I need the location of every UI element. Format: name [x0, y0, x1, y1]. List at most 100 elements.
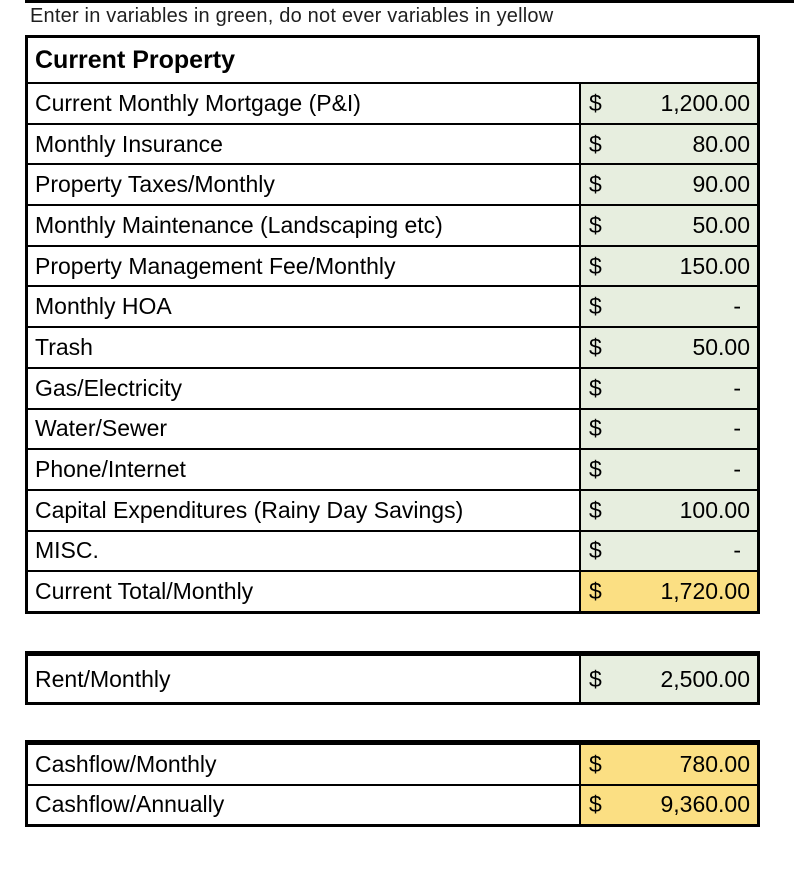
amount-value: 1,720.00 — [660, 578, 750, 605]
amount-value: - — [733, 415, 741, 442]
value-cell[interactable]: $ 90.00 — [579, 165, 757, 205]
currency-symbol: $ — [589, 791, 602, 818]
row-label-cell: Monthly HOA — [28, 287, 579, 327]
row-label: Gas/Electricity — [35, 374, 182, 401]
currency-symbol: $ — [589, 252, 602, 279]
currency-symbol: $ — [589, 415, 602, 442]
table-row: Trash $ 50.00 — [28, 326, 757, 367]
row-label: Capital Expenditures (Rainy Day Savings) — [35, 496, 464, 523]
value-cell: $ 9,360.00 — [579, 785, 757, 824]
cashflow-rows: Cashflow/Monthly $ 780.00 Cashflow/Annua… — [28, 743, 757, 824]
row-label-cell: Water/Sewer — [28, 409, 579, 449]
table-row: Current Total/Monthly $ 1,720.00 — [28, 570, 757, 611]
table-row: Gas/Electricity $ - — [28, 366, 757, 408]
amount-value: 9,360.00 — [660, 791, 750, 818]
value-cell[interactable]: $ 80.00 — [579, 124, 757, 164]
rent-table: Rent/Monthly $ 2,500.00 — [25, 651, 760, 705]
row-label: Cashflow/Monthly — [35, 750, 217, 777]
table-header-current-property: Current Property — [28, 38, 757, 82]
value-cell[interactable]: $ 50.00 — [579, 206, 757, 245]
value-cell[interactable]: $ - — [579, 368, 757, 408]
row-label: Monthly Maintenance (Landscaping etc) — [35, 211, 443, 238]
currency-symbol: $ — [589, 374, 602, 401]
current-property-table: Current Property Current Monthly Mortgag… — [25, 35, 760, 614]
value-cell[interactable]: $ 100.00 — [579, 490, 757, 530]
table-row: Monthly Insurance $ 80.00 — [28, 122, 757, 164]
row-label: Monthly HOA — [35, 293, 172, 320]
amount-value: - — [733, 537, 741, 564]
row-label: Property Taxes/Monthly — [35, 171, 275, 198]
amount-value: - — [733, 293, 741, 320]
amount-value: 780.00 — [679, 750, 750, 777]
table-row: Cashflow/Monthly $ 780.00 — [28, 743, 757, 784]
row-label-cell: Current Total/Monthly — [28, 572, 579, 611]
row-label: MISC. — [35, 537, 99, 564]
row-label-cell: MISC. — [28, 531, 579, 571]
row-label: Rent/Monthly — [35, 665, 171, 692]
table-row: Property Management Fee/Monthly $ 150.00 — [28, 244, 757, 286]
row-label-cell: Gas/Electricity — [28, 368, 579, 408]
row-label: Trash — [35, 333, 93, 360]
currency-symbol: $ — [589, 333, 602, 360]
currency-symbol: $ — [589, 537, 602, 564]
currency-symbol: $ — [589, 750, 602, 777]
value-cell[interactable]: $ 150.00 — [579, 246, 757, 286]
value-cell: $ 780.00 — [579, 745, 757, 784]
row-label-cell: Monthly Maintenance (Landscaping etc) — [28, 206, 579, 245]
table-row: Capital Expenditures (Rainy Day Savings)… — [28, 488, 757, 530]
value-cell[interactable]: $ 50.00 — [579, 328, 757, 367]
currency-symbol: $ — [589, 171, 602, 198]
rent-rows: Rent/Monthly $ 2,500.00 — [28, 654, 757, 702]
amount-value: 90.00 — [692, 171, 750, 198]
row-label-cell: Current Monthly Mortgage (P&I) — [28, 84, 579, 123]
currency-symbol: $ — [589, 665, 602, 692]
amount-value: 100.00 — [679, 496, 750, 523]
row-label-cell: Cashflow/Annually — [28, 785, 579, 824]
row-label: Water/Sewer — [35, 415, 168, 442]
value-cell[interactable]: $ - — [579, 287, 757, 327]
current-property-rows: Current Monthly Mortgage (P&I) $ 1,200.0… — [28, 82, 757, 611]
row-label-cell: Phone/Internet — [28, 450, 579, 489]
value-cell[interactable]: $ - — [579, 409, 757, 449]
top-border-line — [25, 0, 794, 3]
table-row: Phone/Internet $ - — [28, 448, 757, 489]
currency-symbol: $ — [589, 89, 602, 116]
row-label-cell: Property Taxes/Monthly — [28, 165, 579, 205]
row-label-cell: Rent/Monthly — [28, 656, 579, 702]
row-label-cell: Capital Expenditures (Rainy Day Savings) — [28, 490, 579, 530]
table-row: Monthly Maintenance (Landscaping etc) $ … — [28, 204, 757, 245]
row-label: Current Monthly Mortgage (P&I) — [35, 89, 361, 116]
currency-symbol: $ — [589, 130, 602, 157]
row-label-cell: Monthly Insurance — [28, 124, 579, 164]
table-row: Property Taxes/Monthly $ 90.00 — [28, 163, 757, 205]
amount-value: 1,200.00 — [660, 89, 750, 116]
amount-value: - — [733, 456, 741, 483]
amount-value: 150.00 — [679, 252, 750, 279]
value-cell[interactable]: $ 1,200.00 — [579, 84, 757, 123]
row-label-cell: Cashflow/Monthly — [28, 745, 579, 784]
table-row: MISC. $ - — [28, 529, 757, 571]
value-cell[interactable]: $ - — [579, 450, 757, 489]
table-row: Monthly HOA $ - — [28, 285, 757, 327]
value-cell[interactable]: $ 2,500.00 — [579, 656, 757, 702]
amount-value: 50.00 — [692, 333, 750, 360]
currency-symbol: $ — [589, 578, 602, 605]
table-row: Water/Sewer $ - — [28, 407, 757, 449]
row-label: Current Total/Monthly — [35, 578, 254, 605]
amount-value: 2,500.00 — [660, 665, 750, 692]
row-label: Monthly Insurance — [35, 130, 223, 157]
table-row: Rent/Monthly $ 2,500.00 — [28, 654, 757, 702]
row-label-cell: Trash — [28, 328, 579, 367]
table-row: Cashflow/Annually $ 9,360.00 — [28, 783, 757, 824]
row-label: Cashflow/Annually — [35, 791, 225, 818]
currency-symbol: $ — [589, 211, 602, 238]
value-cell[interactable]: $ - — [579, 531, 757, 571]
instruction-note: Enter in variables in green, do not ever… — [30, 5, 554, 27]
row-label: Phone/Internet — [35, 456, 186, 483]
row-label: Property Management Fee/Monthly — [35, 252, 396, 279]
currency-symbol: $ — [589, 496, 602, 523]
value-cell: $ 1,720.00 — [579, 572, 757, 611]
amount-value: 80.00 — [692, 130, 750, 157]
table-row: Current Monthly Mortgage (P&I) $ 1,200.0… — [28, 82, 757, 123]
amount-value: 50.00 — [692, 211, 750, 238]
